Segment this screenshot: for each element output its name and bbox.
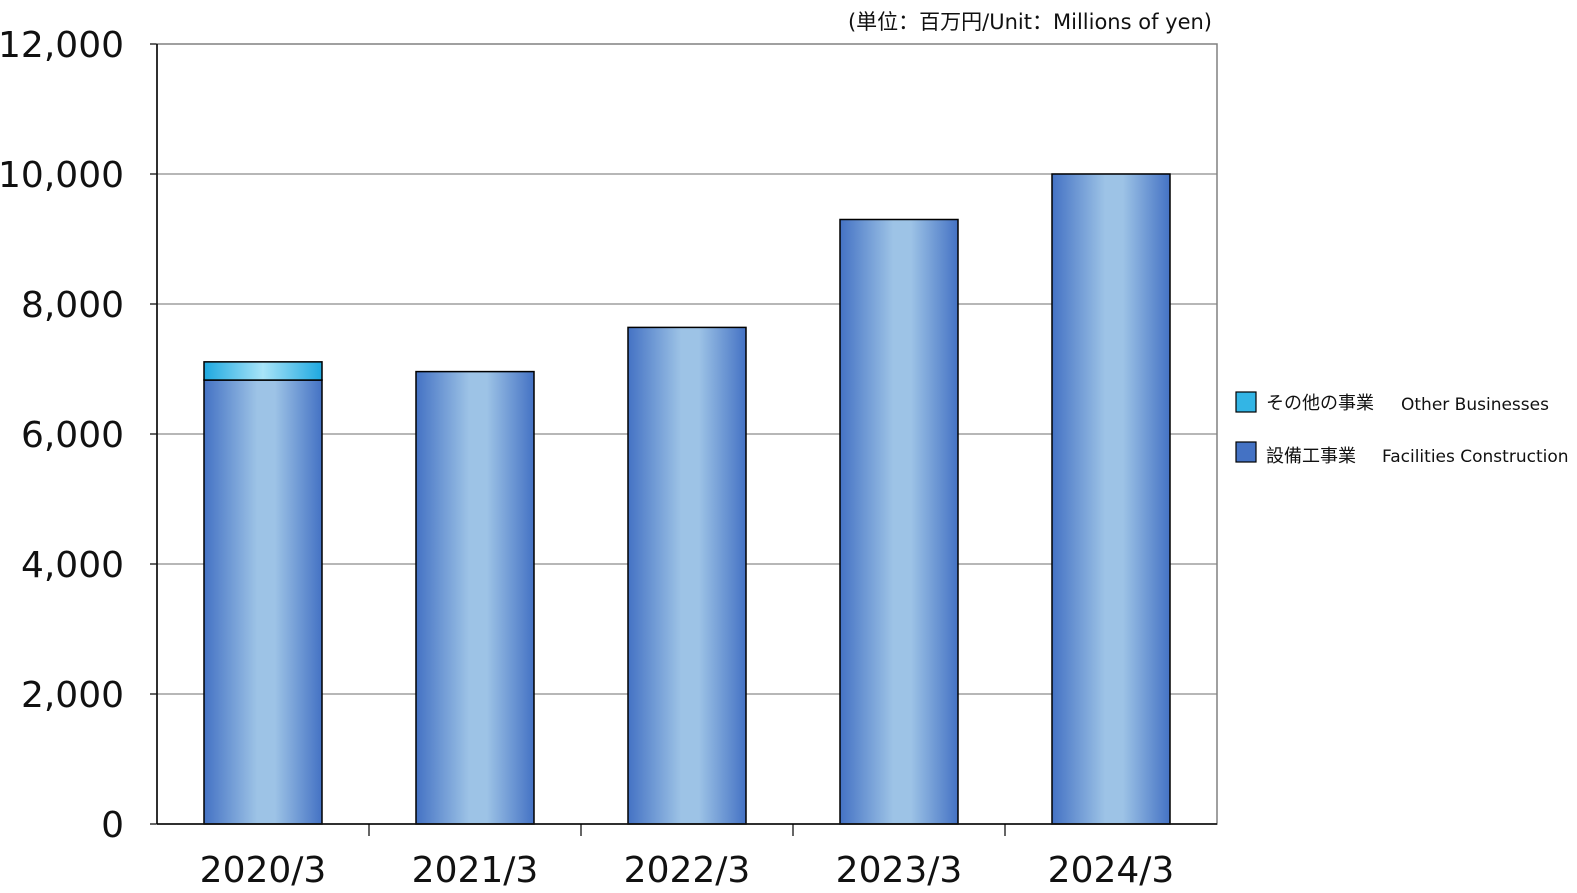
bar-facilities-2024-3 [1051,173,1171,825]
legend-label-other: その他の事業 [1266,393,1374,414]
y-tick-label: 8,000 [21,285,124,326]
unit-note: (単位：百万円/Unit：Millions of yen) [848,10,1212,34]
x-tick-label: 2021/3 [412,850,539,891]
y-tick-label: 6,000 [21,415,124,456]
y-tick-label: 12,000 [0,25,124,66]
y-tick-label: 10,000 [0,155,124,196]
legend-item-other: その他の事業 Other Businesses [1235,391,1549,415]
y-tick-label: 0 [101,805,124,846]
bar-facilities-2021-3 [415,370,535,825]
legend-swatch-facilities [1235,441,1257,463]
y-tick-label: 2,000 [21,675,124,716]
bars [203,173,1171,825]
legend-label-facilities-en: Facilities Construction [1382,447,1569,467]
legend-swatch-other [1235,391,1257,413]
x-tick-label: 2023/3 [836,850,963,891]
x-tick-label: 2022/3 [624,850,751,891]
legend-item-facilities: 設備工事業 Facilities Construction [1235,441,1569,467]
x-tick-label: 2024/3 [1048,850,1175,891]
x-axis-ticks: 2020/3 2021/3 2022/3 2023/3 2024/3 [200,824,1175,891]
bar-facilities-2023-3 [839,218,959,825]
y-axis-ticks: 0 2,000 4,000 6,000 8,000 10,000 12,000 [0,25,157,846]
x-tick-label: 2020/3 [200,850,327,891]
legend-label-other-en: Other Businesses [1401,395,1549,415]
bar-other-2020-3 [203,361,323,381]
y-tick-label: 4,000 [21,545,124,586]
legend-label-facilities: 設備工事業 [1266,446,1356,467]
bar-facilities-2020-3 [203,379,323,825]
legend: その他の事業 Other Businesses 設備工事業 Facilities… [1235,391,1569,467]
bar-facilities-2022-3 [627,326,747,825]
